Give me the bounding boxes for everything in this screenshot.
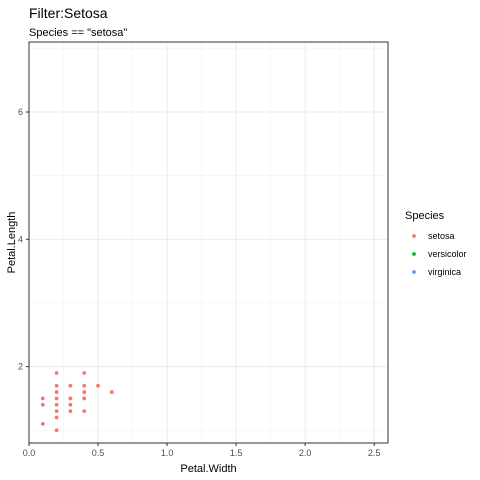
data-point	[68, 396, 73, 401]
data-point	[54, 396, 59, 401]
x-tick-label: 2.5	[368, 448, 381, 458]
data-point	[54, 383, 59, 388]
grid-lines	[28, 42, 388, 443]
data-point	[40, 396, 45, 401]
y-tick-label: 2	[18, 362, 23, 372]
y-tick-label: 4	[18, 234, 23, 244]
x-tick-label: 1.5	[230, 448, 243, 458]
data-point	[40, 402, 45, 407]
x-axis-label: Petal.Width	[180, 463, 236, 475]
plot-panel	[29, 42, 388, 443]
data-point	[82, 409, 87, 414]
x-tick-label: 0.0	[23, 448, 36, 458]
data-point	[68, 409, 73, 414]
legend-key	[412, 270, 416, 274]
legend-label: virginica	[428, 267, 461, 277]
data-point	[82, 396, 87, 401]
legend-title: Species	[405, 210, 445, 222]
data-point	[54, 415, 59, 420]
data-point	[68, 383, 73, 388]
data-point	[40, 422, 45, 426]
data-point	[82, 383, 87, 388]
x-tick-label: 2.0	[299, 448, 312, 458]
y-axis-label: Petal.Length	[6, 212, 18, 274]
data-points	[40, 371, 114, 433]
x-tick-label: 1.0	[161, 448, 174, 458]
chart-subtitle: Species == "setosa"	[29, 27, 127, 39]
data-point	[54, 409, 59, 414]
data-point	[82, 371, 87, 375]
data-point	[68, 402, 73, 407]
legend-key	[412, 252, 416, 256]
x-tick-label: 0.5	[92, 448, 105, 458]
legend: setosa versicolor virginica	[412, 231, 467, 277]
data-point	[54, 390, 59, 394]
data-point	[82, 390, 87, 394]
axes: 0.0 0.5 1.0 1.5 2.0 2.5 2 4 6	[18, 107, 380, 458]
data-point	[54, 371, 59, 375]
panel-border	[28, 41, 389, 444]
data-point	[96, 383, 100, 388]
data-point	[54, 402, 59, 407]
y-tick-label: 6	[18, 107, 23, 117]
legend-key	[412, 234, 416, 238]
data-point	[109, 390, 114, 394]
legend-label: versicolor	[428, 249, 467, 259]
legend-label: setosa	[428, 231, 455, 241]
chart-title: Filter:Setosa	[29, 5, 108, 21]
data-point	[54, 428, 59, 433]
